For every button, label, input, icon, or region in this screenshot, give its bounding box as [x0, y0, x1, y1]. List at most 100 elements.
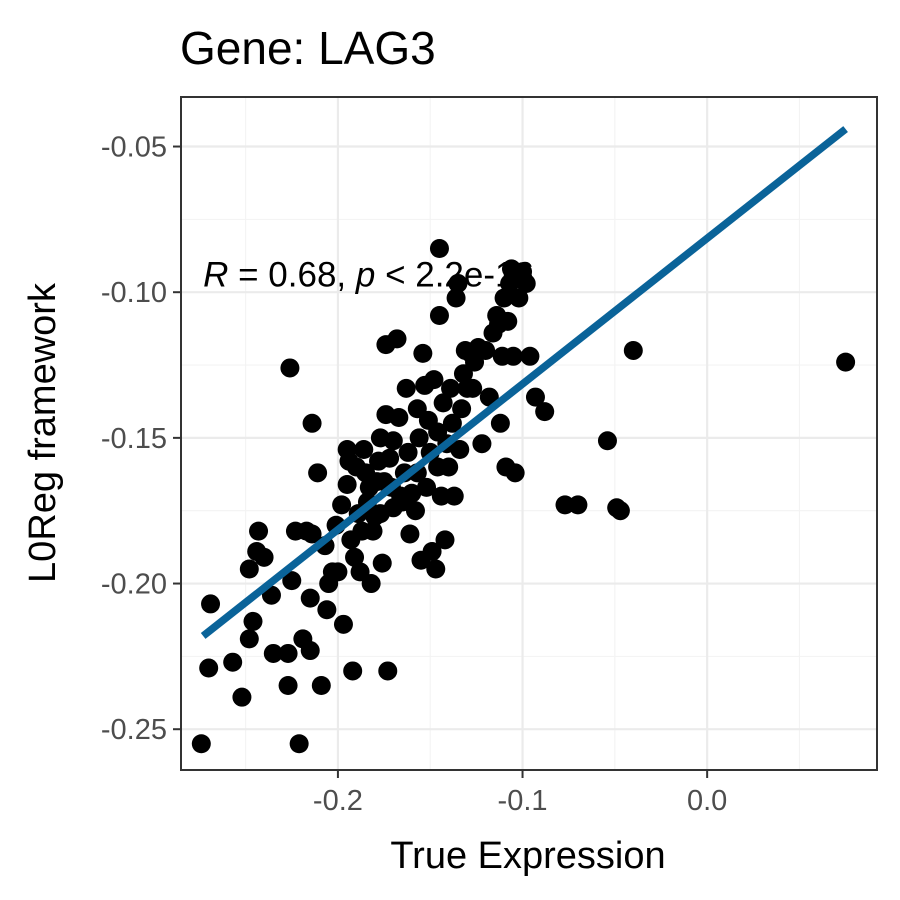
- data-point: [383, 431, 403, 451]
- data-point: [239, 559, 259, 579]
- chart-title: Gene: LAG3: [180, 22, 436, 74]
- data-point: [249, 521, 269, 541]
- data-point: [402, 483, 422, 503]
- data-point: [363, 521, 383, 541]
- data-point: [333, 614, 353, 634]
- data-point: [597, 431, 617, 451]
- data-point: [223, 652, 243, 672]
- data-point: [308, 463, 328, 483]
- data-point: [446, 288, 466, 308]
- data-point: [311, 676, 331, 696]
- major-gridlines: [181, 97, 877, 770]
- panel-border: [180, 96, 878, 771]
- data-point: [463, 378, 483, 398]
- data-point: [610, 501, 630, 521]
- data-point: [448, 273, 468, 293]
- data-point: [476, 340, 496, 360]
- data-point: [239, 629, 259, 649]
- data-point: [191, 734, 211, 754]
- data-point: [378, 661, 398, 681]
- data-point: [509, 288, 529, 308]
- data-point: [442, 413, 462, 433]
- data-point: [372, 553, 392, 573]
- data-point: [472, 434, 492, 454]
- data-point: [354, 440, 374, 460]
- x-tick-label: -0.2: [313, 785, 363, 817]
- data-point: [498, 311, 518, 331]
- data-point: [398, 442, 418, 462]
- data-point: [332, 495, 352, 515]
- y-tick-label: -0.25: [101, 714, 167, 746]
- data-point: [345, 547, 365, 567]
- data-point: [278, 676, 298, 696]
- data-point: [525, 387, 545, 407]
- y-axis: -0.25 -0.20 -0.15 -0.10 -0.05: [101, 132, 181, 746]
- data-point: [505, 463, 525, 483]
- data-point: [836, 352, 856, 372]
- data-point: [433, 393, 453, 413]
- r-symbol: R: [203, 255, 228, 294]
- data-point: [337, 474, 357, 494]
- x-tick-label: -0.1: [498, 785, 548, 817]
- data-point: [380, 448, 400, 468]
- data-point: [409, 428, 429, 448]
- data-point: [300, 641, 320, 661]
- data-point: [435, 530, 455, 550]
- data-point: [503, 346, 523, 366]
- r-value: = 0.68,: [228, 255, 355, 294]
- data-point: [520, 346, 540, 366]
- data-point: [387, 329, 407, 349]
- data-point: [282, 571, 302, 591]
- y-tick-label: -0.10: [101, 277, 167, 309]
- data-point: [426, 559, 446, 579]
- data-point: [302, 413, 322, 433]
- data-point: [243, 611, 263, 631]
- data-point: [278, 643, 298, 663]
- y-tick-label: -0.05: [101, 132, 167, 164]
- data-point: [280, 358, 300, 378]
- data-point: [343, 661, 363, 681]
- y-axis-title: L0Reg framework: [22, 282, 64, 583]
- panel-background: [181, 97, 877, 770]
- data-point: [568, 495, 588, 515]
- x-axis: -0.2 -0.1 0.0: [313, 770, 727, 817]
- x-tick-label: 0.0: [687, 785, 727, 817]
- data-point: [422, 541, 442, 561]
- data-point: [413, 343, 433, 363]
- plot-panel: R = 0.68, p < 2.2e-16: [180, 96, 878, 771]
- x-axis-title: True Expression: [390, 835, 665, 877]
- data-point: [263, 643, 283, 663]
- data-point: [535, 402, 555, 422]
- data-point: [516, 273, 536, 293]
- data-point: [396, 378, 416, 398]
- p-symbol: p: [355, 255, 375, 294]
- data-point: [452, 399, 472, 419]
- data-point: [389, 407, 409, 427]
- data-point: [289, 734, 309, 754]
- data-point: [444, 486, 464, 506]
- data-point: [494, 288, 514, 308]
- data-point: [623, 340, 643, 360]
- data-point: [424, 370, 444, 390]
- data-point: [302, 524, 322, 544]
- data-point: [400, 524, 420, 544]
- data-point: [429, 238, 449, 258]
- data-point: [405, 501, 425, 521]
- data-point: [417, 477, 437, 497]
- y-tick-label: -0.20: [101, 569, 167, 601]
- data-point: [441, 378, 461, 398]
- data-point: [429, 306, 449, 326]
- data-point: [450, 440, 470, 460]
- regression-line: [200, 126, 848, 639]
- data-point: [232, 687, 252, 707]
- data-point: [317, 600, 337, 620]
- data-point: [199, 658, 219, 678]
- data-point: [490, 413, 510, 433]
- data-point: [328, 562, 348, 582]
- y-tick-label: -0.15: [101, 423, 167, 455]
- p-value: < 2.2e-16: [375, 255, 534, 294]
- data-point: [439, 457, 459, 477]
- correlation-annotation: R = 0.68, p < 2.2e-16: [203, 255, 534, 294]
- data-point: [254, 547, 274, 567]
